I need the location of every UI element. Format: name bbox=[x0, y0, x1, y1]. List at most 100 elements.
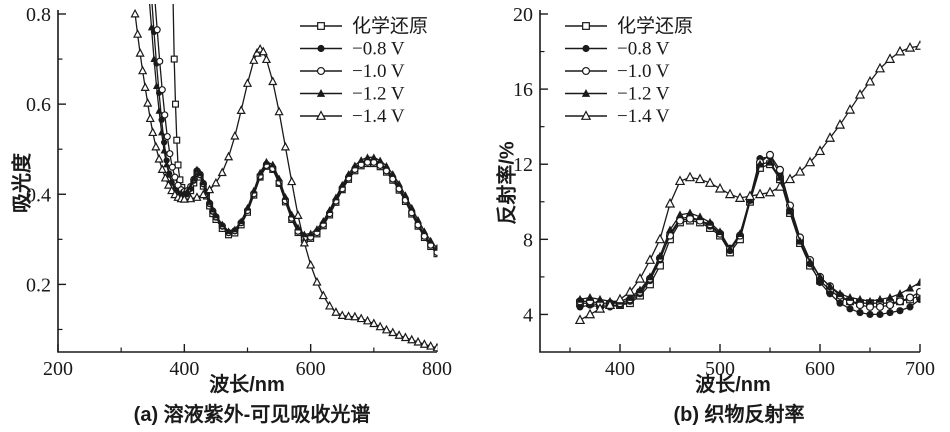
triangle-filled bbox=[152, 82, 161, 90]
legend-circle-filled bbox=[582, 44, 590, 53]
triangle-open bbox=[135, 48, 145, 57]
series-markers-0 bbox=[576, 160, 921, 309]
triangle-open bbox=[634, 272, 646, 283]
triangle-open bbox=[724, 188, 736, 199]
triangle-filled bbox=[895, 289, 905, 298]
series-markers-4 bbox=[130, 8, 438, 351]
triangle-filled bbox=[150, 55, 158, 62]
triangle-filled bbox=[163, 160, 171, 168]
triangle-open bbox=[904, 42, 916, 52]
triangle-open bbox=[754, 188, 766, 199]
triangle-filled bbox=[193, 165, 201, 173]
triangle-filled bbox=[755, 159, 765, 168]
triangle-filled bbox=[288, 210, 296, 218]
x-tick-label: 400 bbox=[169, 358, 199, 380]
triangle-open bbox=[894, 45, 906, 56]
triangle-filled bbox=[338, 180, 346, 188]
triangle-filled bbox=[765, 157, 775, 166]
circle-filled bbox=[886, 309, 894, 317]
triangle-open bbox=[426, 340, 436, 350]
triangle-open bbox=[704, 177, 716, 187]
triangle-open bbox=[774, 180, 786, 191]
circle-open bbox=[895, 297, 905, 306]
triangle-filled bbox=[190, 174, 198, 182]
legend-label: −0.8 V bbox=[352, 39, 405, 60]
triangle-filled bbox=[855, 294, 865, 303]
triangle-open bbox=[574, 314, 586, 325]
x-tick-label: 700 bbox=[905, 358, 935, 380]
circle-open bbox=[158, 86, 166, 94]
legend-label: −1.2 V bbox=[617, 84, 670, 105]
triangle-open bbox=[814, 145, 826, 156]
triangle-filled bbox=[196, 169, 204, 176]
triangle-open bbox=[864, 75, 876, 86]
triangle-open bbox=[312, 276, 322, 286]
series-markers-2 bbox=[575, 150, 921, 311]
circle-open bbox=[171, 173, 179, 181]
triangle-open bbox=[874, 62, 886, 73]
legend-label: −1.0 V bbox=[617, 61, 670, 82]
triangle-open bbox=[664, 197, 676, 208]
triangle-open bbox=[584, 308, 596, 319]
triangle-filled bbox=[595, 294, 605, 303]
triangle-filled bbox=[705, 217, 715, 226]
triangle-filled bbox=[357, 156, 365, 163]
triangle-filled bbox=[635, 285, 645, 294]
triangle-filled bbox=[165, 170, 173, 178]
triangle-filled bbox=[160, 146, 168, 154]
circle-filled bbox=[161, 139, 168, 146]
triangle-filled bbox=[625, 293, 635, 301]
y-tick-label: 4 bbox=[523, 304, 533, 326]
triangle-open bbox=[154, 153, 164, 163]
x-tick-label: 500 bbox=[705, 358, 735, 380]
triangle-open bbox=[236, 105, 246, 114]
legend-triangle-open bbox=[315, 110, 327, 120]
triangle-filled bbox=[206, 198, 214, 205]
triangle-filled bbox=[715, 227, 725, 236]
y-tick-label: 0.2 bbox=[26, 274, 51, 296]
triangle-filled bbox=[209, 205, 217, 213]
triangle-filled bbox=[795, 236, 805, 245]
triangle-open bbox=[624, 286, 636, 296]
triangle-filled bbox=[401, 191, 410, 199]
square-open bbox=[174, 161, 182, 169]
triangle-open bbox=[432, 342, 438, 351]
triangle-open bbox=[400, 332, 411, 342]
triangle-filled bbox=[376, 156, 384, 164]
triangle-open bbox=[140, 82, 150, 91]
circle-filled bbox=[856, 309, 864, 317]
triangle-filled bbox=[775, 172, 785, 181]
circle-filled bbox=[896, 307, 904, 315]
plot-area bbox=[574, 40, 921, 325]
circle-filled bbox=[906, 303, 914, 311]
triangle-filled bbox=[212, 211, 220, 219]
panel-reflectance: 4 8 12 16 20 400 500 600 700 化学还原 −0.8 V −1.0 V −1.2… bbox=[475, 0, 950, 432]
triangle-filled bbox=[363, 153, 372, 161]
triangle-open bbox=[132, 29, 143, 38]
legend-label: 化学还原 bbox=[617, 15, 693, 37]
legend-label: −1.4 V bbox=[352, 106, 405, 127]
triangle-filled bbox=[187, 182, 195, 190]
legend-square-open bbox=[317, 22, 325, 30]
triangle-open bbox=[130, 8, 140, 18]
series-line-0 bbox=[580, 163, 921, 306]
triangle-open bbox=[764, 186, 776, 197]
x-tick-label: 200 bbox=[43, 358, 73, 380]
triangle-filled bbox=[262, 157, 271, 165]
triangle-filled bbox=[685, 208, 695, 217]
y-tick-label: 8 bbox=[523, 229, 533, 251]
triangle-open bbox=[714, 182, 726, 193]
triangle-open bbox=[325, 300, 335, 310]
triangle-open bbox=[734, 192, 746, 202]
series-markers-4 bbox=[574, 40, 921, 325]
triangle-open bbox=[914, 40, 921, 50]
triangle-open bbox=[381, 324, 392, 334]
triangle-open bbox=[258, 46, 268, 56]
triangle-filled bbox=[294, 223, 302, 231]
circle-filled bbox=[826, 290, 834, 298]
triangle-filled bbox=[575, 294, 585, 303]
circle-filled bbox=[576, 303, 584, 311]
triangle-open bbox=[362, 315, 373, 325]
legend-triangle-filled bbox=[316, 89, 326, 97]
